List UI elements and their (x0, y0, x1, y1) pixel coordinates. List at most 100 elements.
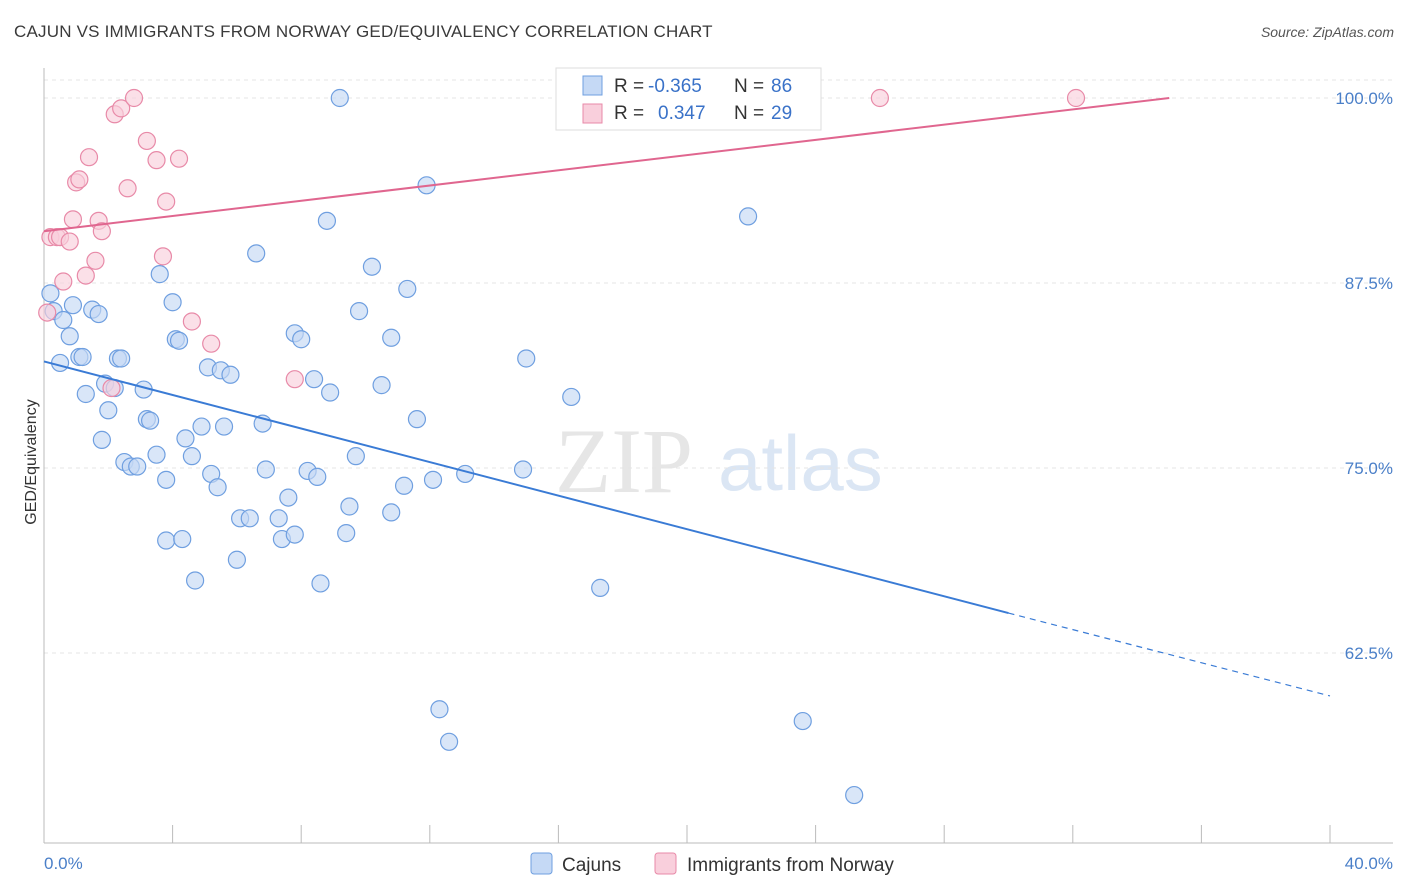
cajuns-point (147, 445, 166, 464)
cajuns-point (793, 711, 812, 731)
cajuns-point (150, 265, 169, 284)
source-label: Source: ZipAtlas.com (1260, 24, 1394, 40)
legend-r-label-0: R = (614, 76, 644, 97)
cajuns-point (308, 467, 327, 486)
cajuns-point (41, 284, 60, 303)
cajuns-point (169, 331, 189, 350)
legend-n-label-0: N = (734, 76, 764, 97)
cajuns-point (439, 732, 459, 751)
cajuns-point (182, 447, 201, 466)
legend-n-value-0: 86 (771, 76, 792, 97)
y-tick-label: 62.5% (1345, 644, 1393, 663)
cajuns-point (140, 411, 160, 430)
legend-n-value-1: 29 (771, 103, 792, 124)
norway-point (285, 370, 304, 389)
cajuns-point (372, 376, 391, 395)
cajuns-point (513, 460, 533, 479)
cajuns-point (60, 327, 79, 346)
cajuns-point (430, 700, 449, 719)
cajuns-point (591, 578, 610, 597)
chart-title: CAJUN VS IMMIGRANTS FROM NORWAY GED/EQUI… (14, 22, 713, 41)
norway-trend-line (43, 97, 1170, 233)
cajuns-point (337, 524, 356, 543)
cajuns-point (304, 370, 324, 389)
norway-point (63, 210, 83, 229)
bottom-legend: Cajuns Immigrants from Norway (530, 852, 894, 876)
cajuns-point (456, 464, 475, 484)
cajuns-point (317, 211, 337, 230)
cajuns-point (247, 244, 266, 263)
norway-swatch (582, 103, 603, 124)
y-axis-title: GED/Equivalency (23, 399, 40, 524)
bottom-legend-norway-swatch (654, 852, 677, 875)
cajuns-point (311, 574, 330, 593)
cajuns-point (89, 304, 108, 324)
gridlines: 100.0% 87.5% 75.0% 62.5% (44, 79, 1393, 663)
cajuns-point (240, 509, 259, 528)
cajuns-point (163, 293, 182, 312)
trend-lines (43, 97, 1331, 697)
cajuns-point (73, 347, 92, 367)
cajuns-point (99, 401, 118, 420)
cajuns-point (738, 207, 758, 226)
norway-point (870, 88, 890, 108)
norway-point (147, 151, 166, 170)
norway-point (102, 378, 121, 398)
cajuns-point (285, 525, 304, 544)
cajuns-point (256, 460, 275, 479)
norway-point (1066, 88, 1086, 108)
cajuns-point (269, 509, 288, 528)
cajuns-point (382, 503, 401, 522)
cajuns-point (321, 383, 340, 402)
cajuns-swatch (582, 75, 603, 96)
cajuns-point (76, 384, 95, 404)
cajuns-point (517, 349, 536, 368)
norway-point (38, 303, 57, 322)
cajuns-point (330, 88, 349, 108)
stats-legend: R = -0.365 N = 86 R = 0.347 N = 29 (555, 67, 822, 131)
norway-point (54, 272, 73, 291)
axes (43, 68, 1393, 844)
cajuns-point (349, 302, 369, 321)
watermark-zip: ZIP (555, 410, 693, 512)
cajuns-point (157, 531, 176, 550)
cajuns-point (227, 550, 246, 569)
cajuns-point (423, 470, 443, 489)
norway-point (70, 170, 89, 189)
norway-point (169, 149, 189, 168)
cajuns-trend-line (43, 360, 1009, 615)
cajuns-point (128, 457, 147, 476)
norway-point (92, 222, 111, 241)
norway-point (137, 131, 156, 151)
cajuns-point (398, 279, 417, 299)
norway-point (182, 312, 201, 331)
cajuns-point (192, 417, 211, 436)
norway-point (118, 179, 137, 198)
cajuns-point (346, 447, 365, 466)
cajuns-point (382, 328, 401, 347)
cajuns-point (394, 476, 414, 495)
cajuns-point (112, 349, 131, 368)
cajuns-trend-extension (1008, 612, 1331, 697)
cajuns-point (157, 470, 176, 489)
cajuns-point (54, 310, 73, 330)
cajuns-point (562, 387, 581, 407)
legend-n-label-1: N = (734, 103, 764, 124)
cajuns-point (221, 365, 240, 384)
norway-point (202, 334, 221, 353)
bottom-legend-cajuns-swatch (530, 852, 553, 875)
norway-point (86, 251, 105, 270)
y-tick-label: 100.0% (1335, 89, 1393, 108)
bottom-legend-norway-label: Immigrants from Norway (687, 855, 894, 876)
cajuns-point (845, 785, 864, 805)
watermark-atlas: atlas (718, 419, 883, 507)
norway-point (153, 247, 173, 266)
norway-point (79, 148, 99, 167)
legend-r-value-0: -0.365 (648, 76, 702, 97)
bottom-legend-cajuns-label: Cajuns (562, 855, 621, 876)
norway-point (76, 266, 95, 285)
cajuns-point (173, 529, 192, 549)
x-tick-label-min: 0.0% (44, 854, 83, 873)
y-tick-label: 87.5% (1345, 274, 1393, 293)
